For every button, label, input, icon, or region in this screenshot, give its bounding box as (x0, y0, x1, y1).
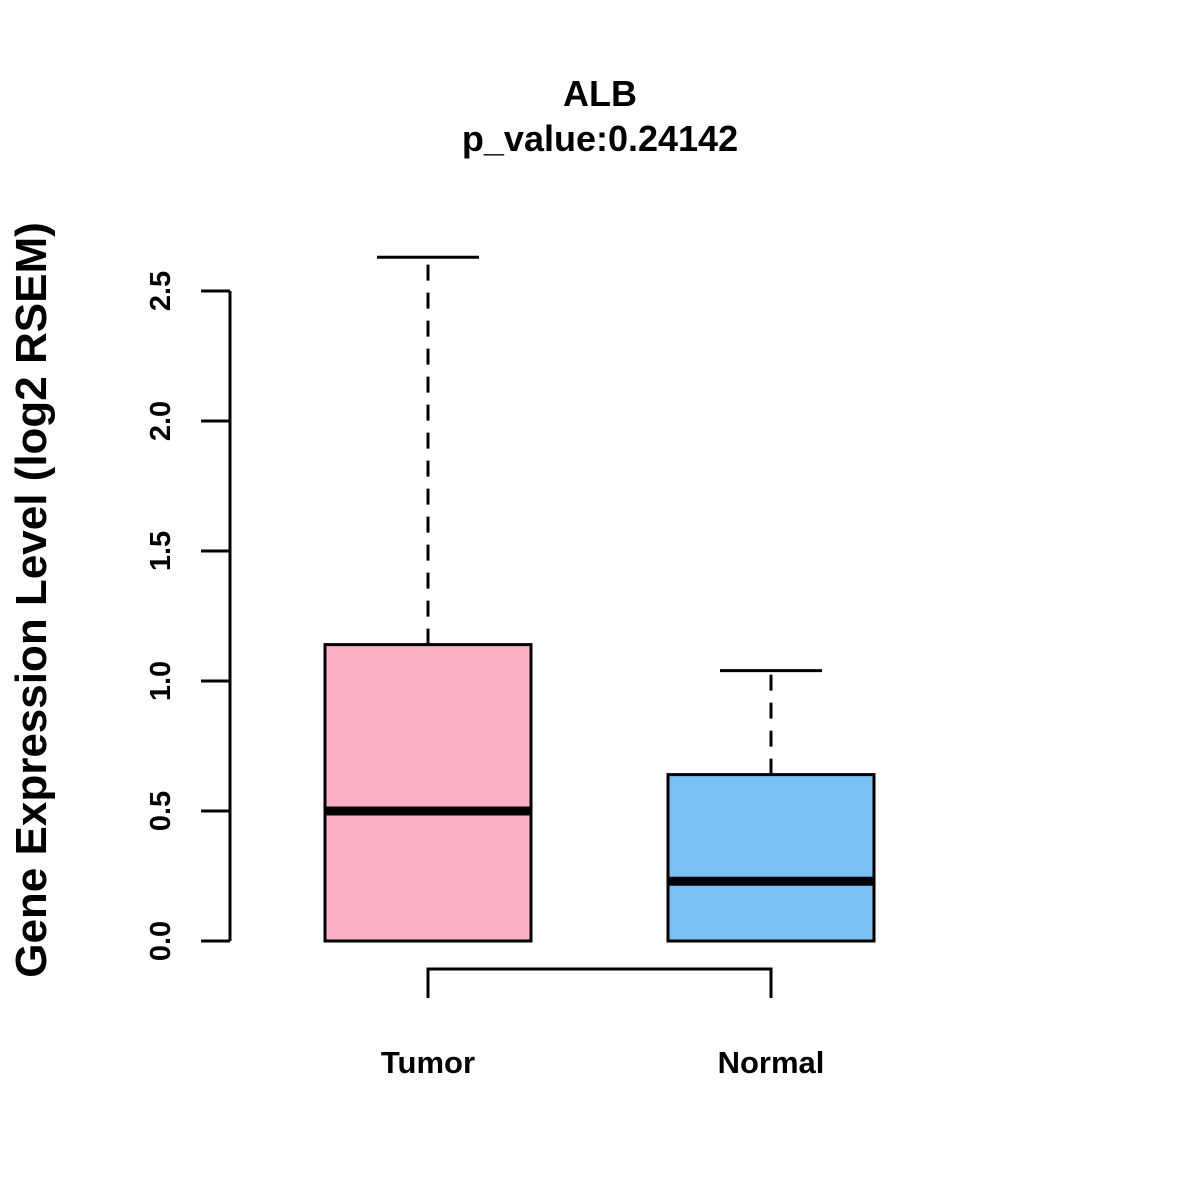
y-axis-label: Gene Expression Level (log2 RSEM) (7, 222, 56, 978)
x-axis: Tumor Normal (381, 967, 825, 1080)
y-axis: 0.0 0.5 1.0 1.5 2.0 2.5 (145, 271, 232, 961)
y-tick-label: 2.0 (145, 401, 177, 441)
x-tick-label-tumor: Tumor (381, 1045, 475, 1080)
chart-title: ALB (563, 73, 637, 114)
box-normal (666, 669, 876, 943)
box-iqr (323, 643, 533, 943)
y-tick-label: 1.0 (145, 661, 177, 701)
box-iqr (666, 773, 876, 943)
y-tick-label: 2.5 (145, 271, 177, 311)
comparison-bracket (426, 967, 773, 998)
y-tick-label: 1.5 (145, 531, 177, 571)
box-tumor (323, 255, 533, 943)
box-series (323, 255, 876, 943)
y-tick-label: 0.0 (145, 921, 177, 961)
y-tick-label: 0.5 (145, 791, 177, 831)
chart-subtitle: p_value:0.24142 (462, 118, 738, 159)
x-tick-label-normal: Normal (718, 1045, 825, 1080)
